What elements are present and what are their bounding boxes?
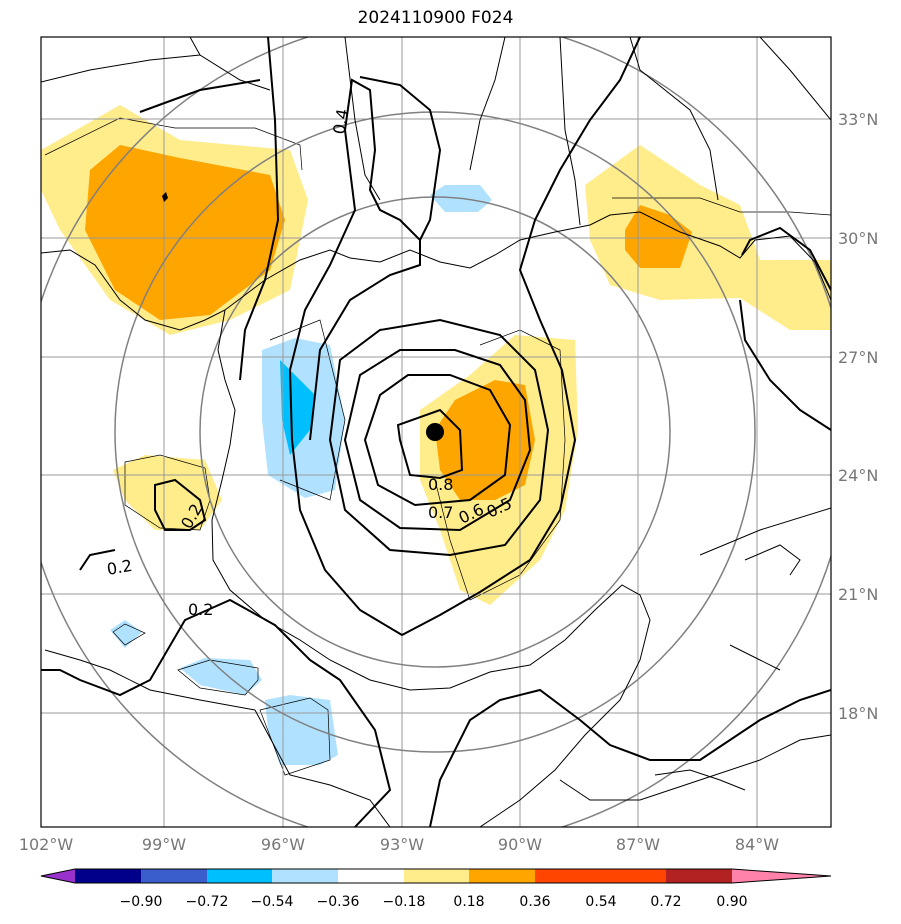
colorbar-tick-label: −0.90 bbox=[120, 894, 163, 910]
colorbar-segment bbox=[404, 869, 469, 883]
lat-label: 21°N bbox=[838, 585, 878, 604]
lat-label: 33°N bbox=[838, 110, 878, 129]
range-rings bbox=[41, 37, 831, 827]
colorbar-segment bbox=[75, 869, 141, 883]
colorbar: −0.90 −0.72 −0.54 −0.36 −0.18 0.18 0.36 … bbox=[40, 868, 832, 910]
lat-label: 24°N bbox=[838, 466, 878, 485]
storm-center-marker bbox=[426, 423, 444, 441]
contour-label-02c: 0.2 bbox=[188, 600, 213, 619]
colorbar-tick-label: 0.36 bbox=[519, 894, 550, 910]
map-title: 2024110900 F024 bbox=[357, 8, 514, 28]
lon-label: 96°W bbox=[261, 835, 305, 854]
anomaly-outlines bbox=[44, 117, 831, 776]
colorbar-segment bbox=[601, 869, 666, 883]
map-frame bbox=[40, 36, 832, 828]
colorbar-tick-label: −0.72 bbox=[186, 894, 229, 910]
lat-label: 30°N bbox=[838, 229, 878, 248]
colorbar-tick-label: −0.18 bbox=[383, 894, 426, 910]
colorbar-segment bbox=[535, 869, 601, 883]
colorbar-tick-label: 0.90 bbox=[716, 894, 747, 910]
map-area bbox=[41, 37, 831, 827]
colorbar-tick-label: 0.54 bbox=[585, 894, 616, 910]
contour-label-04: 0.4 bbox=[329, 107, 352, 135]
contour-value-labels: 0.8 0.7 0.6 0.5 0.4 0.2 0.2 0.2 bbox=[105, 107, 514, 619]
lon-label: 84°W bbox=[735, 835, 779, 854]
lon-label: 99°W bbox=[142, 835, 186, 854]
contour-label-08: 0.8 bbox=[428, 475, 453, 494]
latitude-labels: 33°N 30°N 27°N 24°N 21°N 18°N bbox=[838, 110, 878, 723]
colorbar-segment bbox=[207, 869, 272, 883]
colorbar-tick-label: −0.54 bbox=[251, 894, 294, 910]
colorbar-segment bbox=[338, 869, 404, 883]
colorbar-segment bbox=[469, 869, 535, 883]
contour-label-07: 0.7 bbox=[428, 503, 453, 522]
colorbar-extend-high bbox=[732, 869, 831, 883]
colorbar-tick-label: −0.36 bbox=[317, 894, 360, 910]
coastlines bbox=[41, 37, 831, 827]
lat-label: 18°N bbox=[838, 704, 878, 723]
contour-lines bbox=[41, 37, 831, 827]
colorbar-extend-low bbox=[41, 869, 75, 883]
lon-label: 90°W bbox=[498, 835, 542, 854]
lon-label: 93°W bbox=[380, 835, 424, 854]
lat-label: 27°N bbox=[838, 348, 878, 367]
colorbar-segment bbox=[666, 869, 732, 883]
small-contour-mark bbox=[162, 192, 168, 202]
lon-label: 102°W bbox=[19, 835, 74, 854]
longitude-labels: 102°W 99°W 96°W 93°W 90°W 87°W 84°W bbox=[19, 835, 779, 854]
colorbar-tick-label: 0.18 bbox=[453, 894, 484, 910]
lon-label: 87°W bbox=[616, 835, 660, 854]
contour-label-02b: 0.2 bbox=[105, 556, 133, 579]
colorbar-tick-label: 0.72 bbox=[650, 894, 681, 910]
colorbar-segment bbox=[272, 869, 338, 883]
colorbar-segment bbox=[141, 869, 207, 883]
